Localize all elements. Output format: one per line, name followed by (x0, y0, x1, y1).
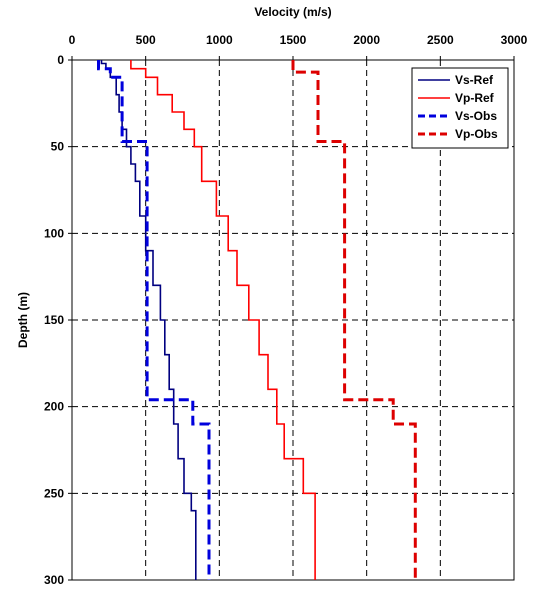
axis-ticks: 0 500 1000 1500 2000 2500 3000 0 50 100 150 200 250 3… (44, 33, 528, 587)
y-tick-label: 100 (44, 226, 64, 240)
y-tick-label: 0 (57, 53, 64, 67)
legend-label-vp-ref: Vp-Ref (455, 91, 495, 105)
legend-label-vs-ref: Vs-Ref (455, 73, 494, 87)
y-tick-label: 300 (44, 573, 64, 587)
series-line-vs-ref (100, 60, 197, 580)
legend-label-vs-obs: Vs-Obs (455, 109, 497, 123)
series-line-vs-obs (97, 60, 211, 580)
y-tick-label: 50 (51, 140, 65, 154)
x-axis-title: Velocity (m/s) (254, 5, 331, 19)
x-tick-label: 0 (69, 33, 76, 47)
y-axis-title: Depth (m) (16, 292, 30, 348)
x-tick-label: 3000 (501, 33, 528, 47)
y-tick-label: 150 (44, 313, 64, 327)
series-line-vp-ref (130, 60, 316, 580)
x-tick-label: 2500 (427, 33, 454, 47)
x-tick-label: 500 (136, 33, 156, 47)
x-tick-label: 1000 (206, 33, 233, 47)
x-tick-label: 2000 (353, 33, 380, 47)
series-lines (97, 60, 417, 580)
legend-box (411, 67, 509, 149)
series-line-vp-obs (291, 60, 417, 580)
legend: Vs-Ref Vp-Ref Vs-Obs Vp-Obs (411, 67, 509, 149)
x-tick-label: 1500 (280, 33, 307, 47)
y-tick-label: 250 (44, 486, 64, 500)
legend-label-vp-obs: Vp-Obs (455, 127, 498, 141)
y-tick-label: 200 (44, 400, 64, 414)
